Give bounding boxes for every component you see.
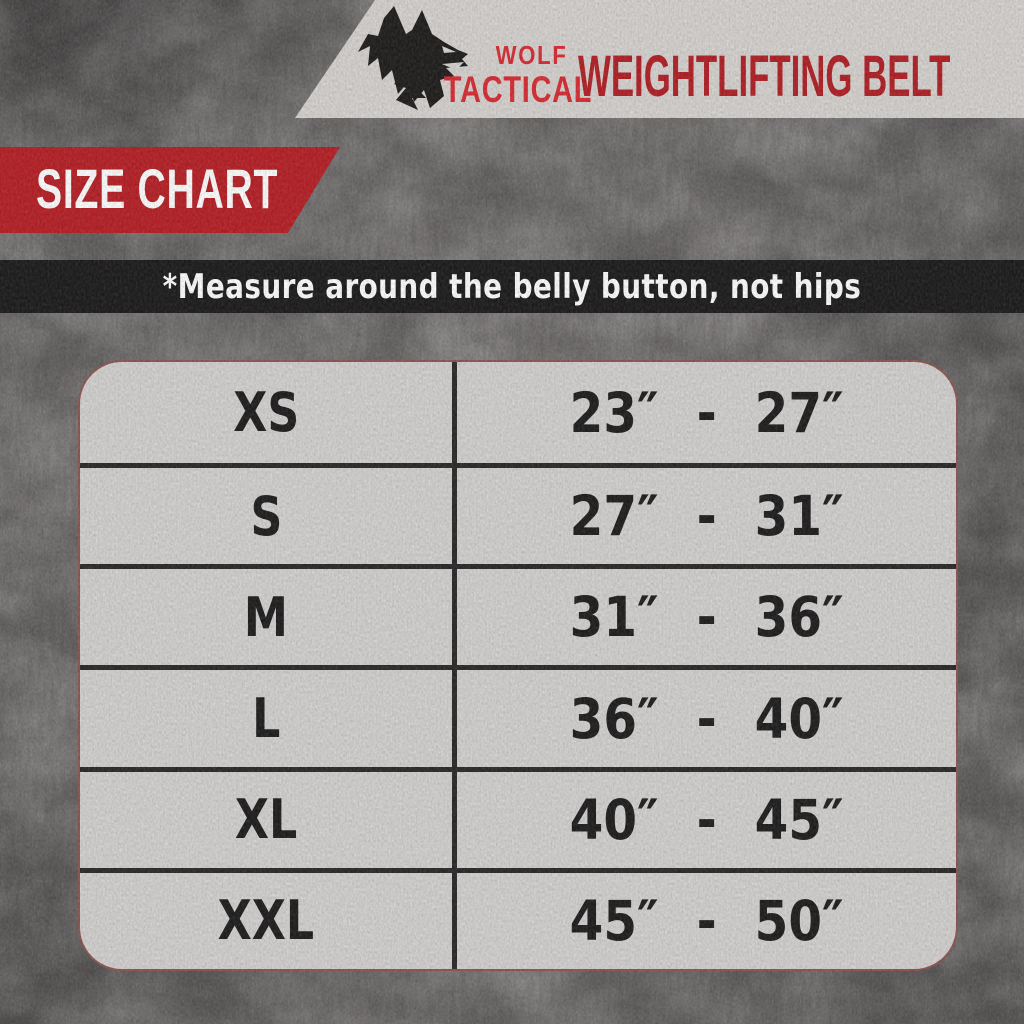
measure-note-text: *Measure around the belly button, not hi… [162,266,862,307]
size-cell: L [80,670,452,766]
range-value: 31″ - 36″ [569,585,844,650]
range-cell: 27″ - 31″ [452,468,956,565]
size-label: L [251,687,281,751]
table-row: S 27″ - 31″ [80,463,956,565]
range-value: 36″ - 40″ [569,686,844,751]
brand-wordmark: WOLF TACTICAL [402,40,592,108]
size-label: S [250,484,282,548]
range-value: 27″ - 31″ [569,484,844,549]
size-label: XXL [217,889,315,953]
range-cell: 40″ - 45″ [452,771,956,868]
table-row: XS 23″ - 27″ [80,362,956,464]
range-value: 45″ - 50″ [569,888,844,953]
measure-note-strip: *Measure around the belly button, not hi… [0,260,1024,313]
size-cell: XS [80,362,452,463]
product-title: WEIGHTLIFTING BELT [578,44,951,109]
size-cell: M [80,569,452,665]
size-cell: S [80,468,452,564]
table-row: XL 40″ - 45″ [80,766,956,868]
size-label: XL [234,788,298,852]
size-chart-banner: SIZE CHART [0,147,340,233]
table-row: XXL 45″ - 50″ [80,867,956,969]
table-row: M 31″ - 36″ [80,564,956,666]
size-chart-banner-label: SIZE CHART [36,157,279,221]
size-table: XS 23″ - 27″ S 27″ - 31″ M 31″ - 36″ L 3… [78,360,958,971]
size-cell: XXL [80,873,452,969]
size-label: XS [232,381,300,445]
brand-tactical-text: TACTICAL [443,69,593,110]
brand-wolf-text: WOLF [496,40,568,70]
range-value: 23″ - 27″ [569,380,844,445]
size-label: M [243,585,289,649]
table-row: L 36″ - 40″ [80,665,956,767]
range-cell: 31″ - 36″ [452,569,956,666]
range-cell: 36″ - 40″ [452,670,956,767]
size-cell: XL [80,772,452,868]
range-value: 40″ - 45″ [569,787,844,852]
range-cell: 23″ - 27″ [452,362,956,464]
range-cell: 45″ - 50″ [452,872,956,969]
